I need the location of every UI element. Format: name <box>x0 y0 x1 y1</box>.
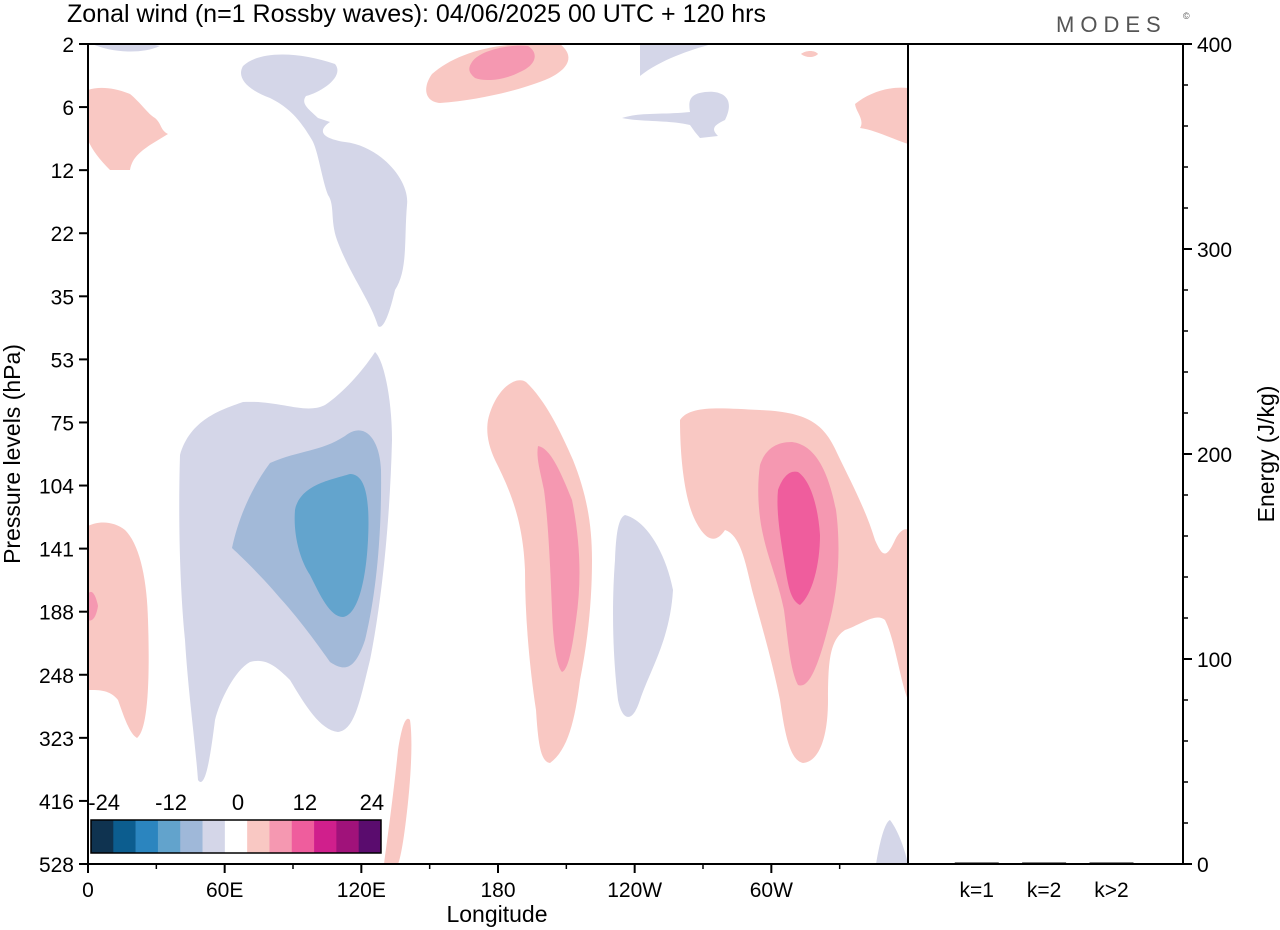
contour-negative-level3 <box>294 474 369 617</box>
y-tick-label: 528 <box>39 854 74 877</box>
x-tick-label: 120W <box>607 879 662 902</box>
energy-plot-frame <box>907 43 1184 865</box>
contour-positive-top-right <box>855 87 908 144</box>
energy-category-label: k=1 <box>960 879 994 902</box>
contour-negative-bottom-right <box>876 820 908 864</box>
energy-bar <box>1089 862 1134 864</box>
y-tick-label: 6 <box>62 97 74 120</box>
y-tick-label: 22 <box>51 223 74 246</box>
colorbar-swatch <box>314 820 337 853</box>
contour-positive-left-bottom-core <box>88 591 98 621</box>
x-axis-label: Longitude <box>446 901 547 927</box>
colorbar-swatch <box>157 820 181 853</box>
modes-logo: MODES © <box>1056 11 1190 37</box>
x-axis: 0 60E 120E 180 120W 60W <box>82 864 841 902</box>
x-tick-label: 60E <box>206 879 243 902</box>
y-tick-label: 2 <box>62 34 74 57</box>
contour-positive-center-2 <box>537 446 580 672</box>
contour-negative-top-left <box>92 44 160 52</box>
y-tick-label: 323 <box>39 728 74 751</box>
y-tick-label: 75 <box>51 412 74 435</box>
colorbar-tick-label: -12 <box>155 790 187 815</box>
energy-category-label: k=2 <box>1027 879 1061 902</box>
contour-negative-top-mid <box>640 44 712 76</box>
colorbar-swatch <box>336 820 359 853</box>
y-tick-label: 141 <box>39 539 74 562</box>
x-tick-label: 120E <box>337 879 386 902</box>
modes-logo-text: MODES <box>1056 12 1167 37</box>
contour-positive-bottom-spike <box>384 718 412 864</box>
colorbar-swatch <box>291 820 315 853</box>
energy-tick-label: 400 <box>1197 34 1232 57</box>
energy-tick-label: 0 <box>1197 854 1209 877</box>
colorbar-frame <box>90 819 382 854</box>
colorbar-swatch <box>202 820 226 853</box>
contour-positive-right-3 <box>777 471 820 605</box>
colorbar-tick-label: 0 <box>232 790 244 815</box>
contour-positive-left-top <box>88 87 168 170</box>
contour-negative-middle <box>613 515 673 717</box>
colorbar-swatch <box>180 820 203 853</box>
energy-bar <box>954 862 999 864</box>
contour-positive-left-bottom <box>88 522 149 738</box>
y-tick-label: 104 <box>39 476 74 499</box>
colorbar-swatch <box>91 820 114 853</box>
colorbar-swatch <box>247 820 270 853</box>
colorbar-swatch <box>135 820 159 853</box>
colorbar-swatch <box>358 820 382 853</box>
colorbar-tick-label: 12 <box>293 790 317 815</box>
energy-category-label: k>2 <box>1094 879 1128 902</box>
y-tick-label: 53 <box>51 349 74 372</box>
energy-tick-label: 300 <box>1197 239 1232 262</box>
x-tick-label: 180 <box>480 879 515 902</box>
y-tick-label: 416 <box>39 791 74 814</box>
y-tick-label: 248 <box>39 665 74 688</box>
contour-negative-upper-1 <box>241 54 408 327</box>
contour-positive-top-dot <box>801 51 818 57</box>
colorbar-tick-label: 24 <box>360 790 384 815</box>
chart-title: Zonal wind (n=1 Rossby waves): 04/06/202… <box>67 0 766 28</box>
energy-bar <box>1022 862 1067 864</box>
energy-bars: k=1 k=2 k>2 <box>954 862 1134 902</box>
energy-tick-label: 100 <box>1197 649 1232 672</box>
y-axis-label: Pressure levels (hPa) <box>0 344 25 564</box>
x-tick-label: 0 <box>82 879 94 902</box>
colorbar-swatch <box>269 820 293 853</box>
y-tick-label: 188 <box>39 602 74 625</box>
colorbar-legend: -24 -12 0 12 24 <box>88 788 384 856</box>
x-tick-label: 60W <box>750 879 793 902</box>
y-tick-label: 35 <box>51 286 74 309</box>
energy-tick-label: 200 <box>1197 444 1232 467</box>
contour-negative-finger <box>622 91 729 138</box>
contour-field <box>88 44 908 864</box>
y-tick-label: 12 <box>51 160 74 183</box>
colorbar-swatch <box>224 820 248 853</box>
colorbar-swatch <box>113 820 136 853</box>
energy-axis-label: Energy (J/kg) <box>1253 386 1279 523</box>
modes-logo-mark: © <box>1183 11 1190 21</box>
colorbar-tick-label: -24 <box>88 790 120 815</box>
contour-positive-top-mid-2 <box>469 45 535 80</box>
energy-axis: 0 100 200 300 400 <box>1183 34 1232 877</box>
y-axis: 2 6 12 22 35 53 75 104 141 188 248 323 416 528 <box>39 34 88 877</box>
